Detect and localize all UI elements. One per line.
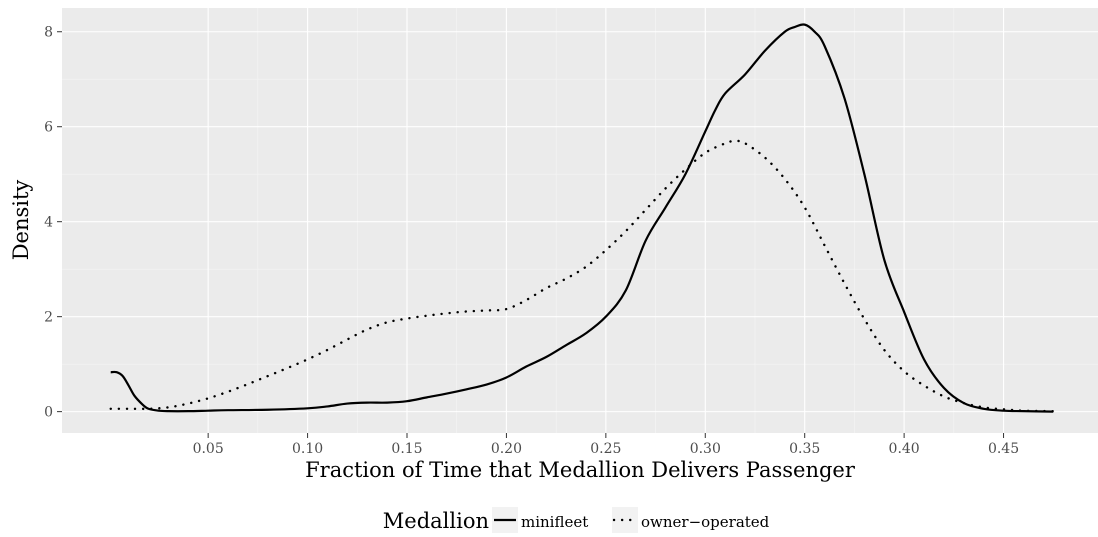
x-tick-label: 0.45 — [988, 441, 1019, 457]
x-tick-label: 0.25 — [590, 441, 621, 457]
grid-major — [62, 8, 1098, 433]
x-tick-label: 0.35 — [789, 441, 820, 457]
x-tick-label: 0.05 — [193, 441, 224, 457]
y-tick-label: 8 — [44, 25, 53, 41]
legend-title: Medallion — [383, 509, 489, 533]
x-tick-label: 0.15 — [391, 441, 422, 457]
y-tick-label: 0 — [44, 405, 53, 421]
series-line-owner-operated — [109, 139, 1055, 413]
y-axis: 0 2 4 6 8 — [44, 25, 62, 421]
legend-key-owner-operated — [612, 507, 638, 533]
y-tick-label: 4 — [44, 215, 53, 231]
x-axis: 0.05 0.10 0.15 0.20 0.25 0.30 0.35 0.40 0.45 — [193, 433, 1019, 457]
x-tick-label: 0.20 — [491, 441, 522, 457]
x-tick-label: 0.10 — [292, 441, 323, 457]
y-axis-title: Density — [9, 180, 33, 261]
plot-panel — [62, 8, 1098, 433]
y-tick-label: 2 — [44, 310, 53, 326]
legend: Medallion minifleet owner−operated — [383, 507, 770, 533]
series-layer — [109, 23, 1055, 413]
x-tick-label: 0.30 — [690, 441, 721, 457]
legend-label-owner-operated: owner−operated — [641, 513, 770, 531]
legend-label-minifleet: minifleet — [521, 513, 588, 531]
y-tick-label: 6 — [44, 120, 53, 136]
series-line-minifleet — [110, 23, 1054, 413]
x-tick-label: 0.40 — [889, 441, 920, 457]
x-axis-title: Fraction of Time that Medallion Delivers… — [305, 458, 856, 482]
grid-minor — [62, 8, 1098, 433]
